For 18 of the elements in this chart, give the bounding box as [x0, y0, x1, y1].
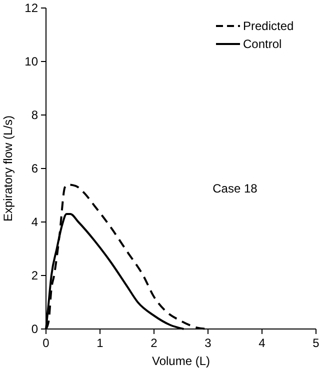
x-tick-label: 0: [42, 336, 50, 350]
y-axis-title: Expiratory flow (L/s): [1, 115, 15, 222]
annotation: Case 18: [212, 182, 258, 196]
y-tick-label: 0: [31, 322, 38, 336]
legend-label: Control: [243, 37, 282, 51]
x-tick-label: 5: [312, 336, 320, 350]
x-tick-label: 3: [204, 336, 212, 350]
x-tick-label: 4: [258, 336, 266, 350]
x-axis-title: Volume (L): [152, 354, 210, 368]
x-tick-label: 2: [150, 336, 158, 350]
y-tick-label: 2: [31, 268, 38, 282]
legend-label: Predicted: [243, 19, 294, 33]
y-tick-label: 4: [31, 215, 38, 229]
y-tick-label: 8: [31, 108, 38, 122]
y-tick-label: 6: [31, 162, 38, 176]
x-tick-label: 1: [96, 336, 104, 350]
y-tick-label: 10: [24, 54, 38, 68]
y-tick-label: 12: [24, 1, 38, 15]
